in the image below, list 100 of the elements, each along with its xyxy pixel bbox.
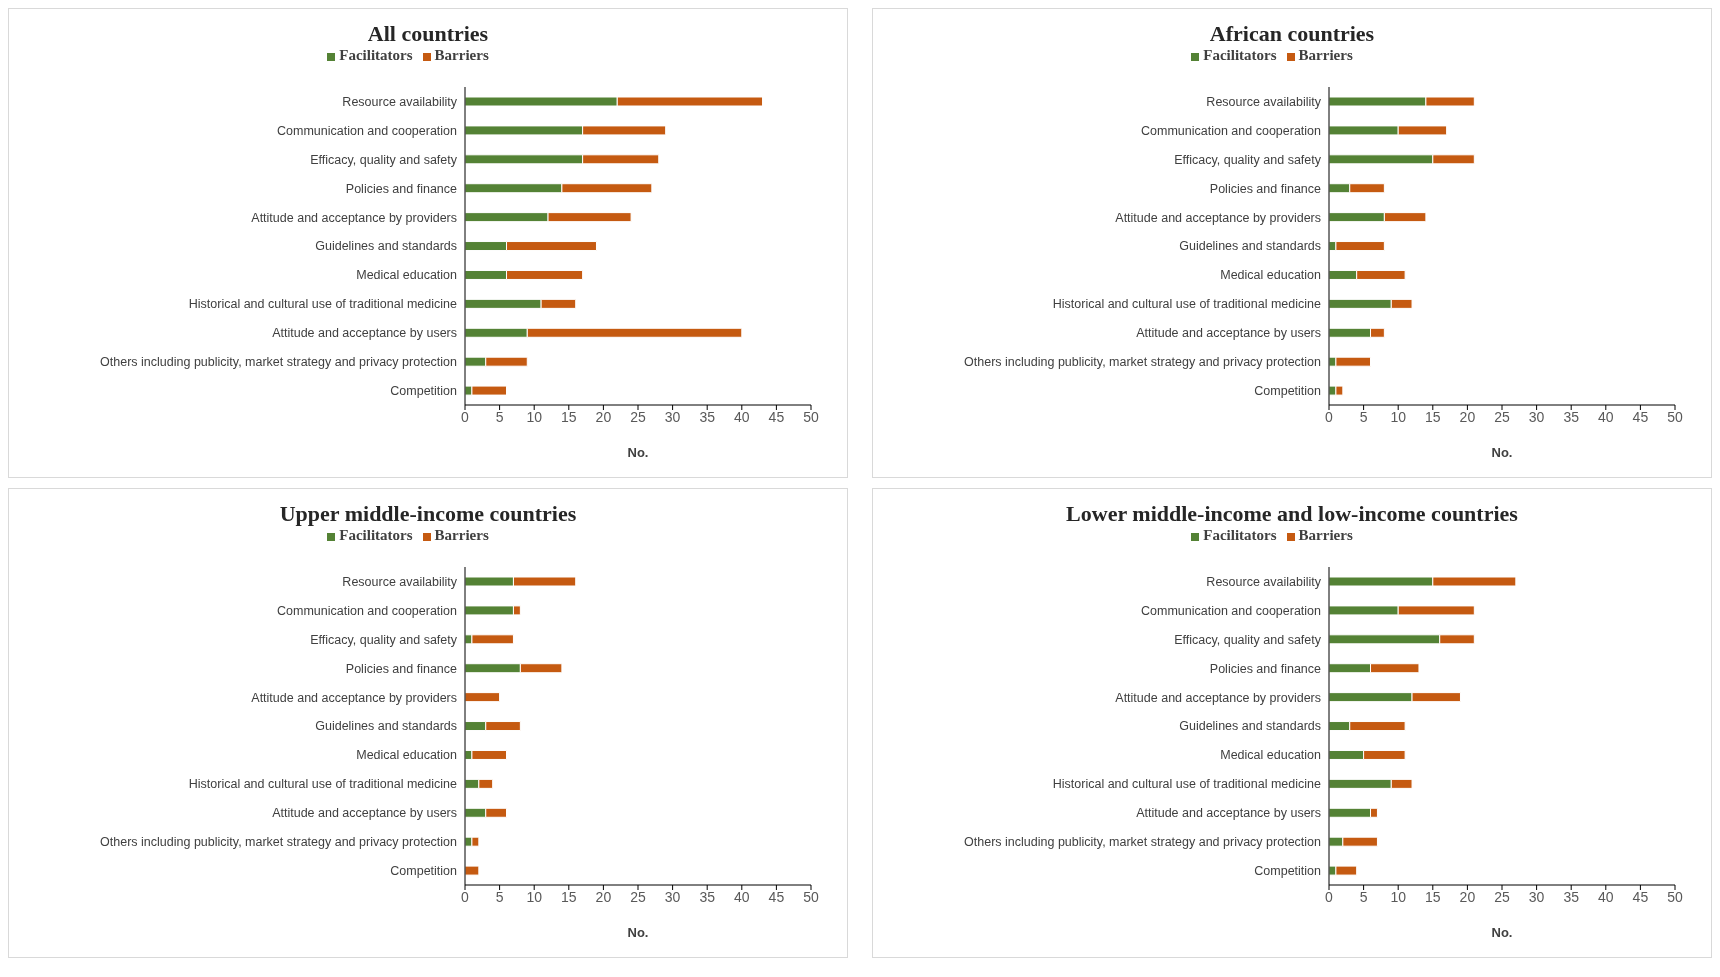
x-tick-label: 15 [1425,408,1441,425]
x-tick-label: 30 [1528,888,1545,905]
x-axis-title: No. [627,925,649,940]
y-tick-label: Others including publicity, market strategy and privacy protection [964,355,1322,370]
y-tick-label: Attitude and acceptance by users [272,326,457,341]
x-tick-label: 10 [1390,888,1407,905]
x-tick-label: 15 [561,408,577,425]
y-tick-label: Resource availability [1206,94,1322,109]
y-tick-label: Attitude and acceptance by users [272,806,457,821]
y-tick-label: Others including publicity, market strategy and privacy protection [100,355,458,370]
x-tick-label: 50 [803,408,819,425]
x-tick-label: 25 [630,408,646,425]
x-tick-label: 20 [1459,888,1476,905]
x-tick-label: 35 [699,408,716,425]
y-tick-label: Medical education [356,268,458,283]
x-tick-label: 20 [595,888,612,905]
y-tick-label: Efficacy, quality and safety [310,632,458,647]
x-tick-label: 25 [630,888,646,905]
x-tick-label: 20 [595,408,612,425]
x-tick-label: 15 [1425,888,1441,905]
legend-label: Facilitators [339,47,413,63]
chart-title: African countries [1208,20,1376,47]
y-tick-label: Efficacy, quality and safety [1174,152,1322,167]
x-axis-title: No. [627,445,649,460]
x-tick-label: 35 [1563,888,1580,905]
y-tick-label: Attitude and acceptance by users [1136,326,1321,341]
x-tick-label: 10 [526,888,543,905]
x-tick-label: 5 [495,408,504,425]
chart-title: Lower middle-income and low-income countries [1065,500,1519,527]
x-tick-label: 50 [1667,408,1683,425]
y-tick-label: Efficacy, quality and safety [1174,632,1322,647]
y-tick-label: Communication and cooperation [1141,603,1322,618]
x-tick-label: 50 [803,888,819,905]
y-tick-label: Guidelines and standards [315,239,457,254]
legend-label: Barriers [1298,527,1353,543]
y-tick-label: Attitude and acceptance by providers [251,690,457,705]
y-tick-label: Guidelines and standards [1179,239,1321,254]
y-tick-label: Medical education [356,748,458,763]
x-tick-label: 0 [461,888,470,905]
legend-label: Barriers [434,527,489,543]
x-tick-label: 30 [664,888,681,905]
x-tick-label: 50 [1667,888,1683,905]
y-tick-label: Guidelines and standards [315,719,457,734]
y-tick-label: Others including publicity, market strategy and privacy protection [964,835,1322,850]
x-tick-label: 40 [1598,888,1614,905]
legend-label: Facilitators [1203,527,1277,543]
y-tick-label: Competition [390,863,458,878]
x-tick-label: 25 [1494,888,1510,905]
y-tick-label: Others including publicity, market strategy and privacy protection [100,835,458,850]
y-tick-label: Policies and finance [1209,661,1322,676]
y-tick-label: Historical and cultural use of traditional medicine [1052,777,1322,792]
x-tick-label: 45 [768,888,785,905]
chart-title: Upper middle-income countries [278,500,578,527]
x-tick-label: 5 [1359,408,1368,425]
y-tick-label: Attitude and acceptance by users [1136,806,1321,821]
x-tick-label: 5 [1359,888,1368,905]
y-tick-label: Competition [390,383,458,398]
x-tick-label: 40 [734,408,750,425]
y-tick-label: Medical education [1220,268,1322,283]
x-axis-title: No. [1491,925,1513,940]
y-tick-label: Communication and cooperation [277,123,458,138]
y-tick-label: Historical and cultural use of traditional medicine [188,297,458,312]
chart-title: All countries [366,20,490,47]
x-tick-label: 40 [734,888,750,905]
y-tick-label: Medical education [1220,748,1322,763]
x-tick-label: 0 [1325,888,1334,905]
y-tick-label: Policies and finance [1209,181,1322,196]
y-tick-label: Guidelines and standards [1179,719,1321,734]
x-tick-label: 35 [699,888,716,905]
x-tick-label: 40 [1598,408,1614,425]
y-tick-label: Policies and finance [345,661,458,676]
y-tick-label: Attitude and acceptance by providers [1115,690,1321,705]
y-tick-label: Historical and cultural use of traditional medicine [1052,297,1322,312]
x-tick-label: 0 [461,408,470,425]
legend-label: Facilitators [339,527,413,543]
y-tick-label: Attitude and acceptance by providers [251,210,457,225]
legend-label: Facilitators [1203,47,1277,63]
y-tick-label: Historical and cultural use of traditional medicine [188,777,458,792]
x-axis-title: No. [1491,445,1513,460]
y-tick-label: Resource availability [1206,574,1322,589]
x-tick-label: 30 [664,408,681,425]
x-tick-label: 15 [561,888,577,905]
y-tick-label: Resource availability [342,574,458,589]
bar [465,865,480,876]
y-tick-label: Policies and finance [345,181,458,196]
x-tick-label: 45 [768,408,785,425]
y-tick-label: Communication and cooperation [1141,123,1322,138]
x-tick-label: 25 [1494,408,1510,425]
x-tick-label: 0 [1325,408,1334,425]
y-tick-label: Attitude and acceptance by providers [1115,210,1321,225]
x-tick-label: 20 [1459,408,1476,425]
legend-label: Barriers [1298,47,1353,63]
x-tick-label: 10 [526,408,543,425]
x-tick-label: 5 [495,888,504,905]
bar [465,692,501,703]
y-tick-label: Competition [1254,383,1322,398]
y-tick-label: Competition [1254,863,1322,878]
x-tick-label: 45 [1632,888,1649,905]
x-tick-label: 30 [1528,408,1545,425]
y-tick-label: Resource availability [342,94,458,109]
